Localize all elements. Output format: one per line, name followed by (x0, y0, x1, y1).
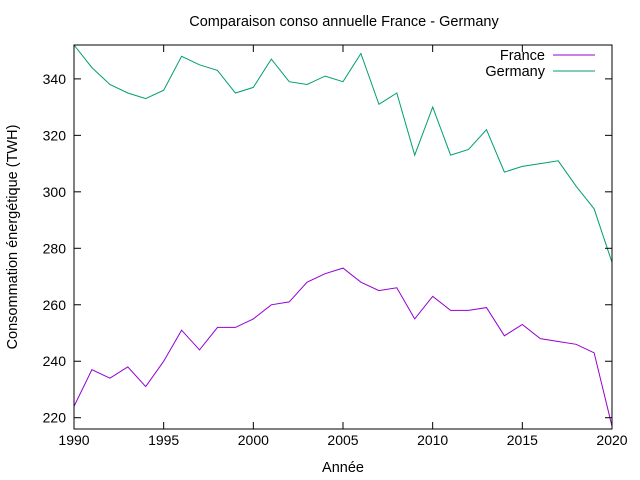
x-tick-label: 2000 (238, 432, 269, 448)
y-tick-label: 320 (43, 127, 67, 143)
y-axis-label: Consommation énergétique (TWH) (5, 125, 21, 350)
x-tick-label: 2005 (327, 432, 358, 448)
y-tick-label: 220 (43, 410, 67, 426)
legend-label-germany: Germany (485, 64, 545, 80)
x-axis-label: Année (322, 460, 364, 476)
legend-label-france: France (500, 48, 545, 64)
y-tick-label: 300 (43, 184, 67, 200)
y-tick-label: 260 (43, 297, 67, 313)
axis-ticks: 1990 1995 2000 2005 2010 2015 2020 220 240 260 280… (43, 45, 628, 448)
x-tick-label: 2020 (596, 432, 627, 448)
series-line-germany (73, 44, 613, 263)
x-tick-label: 1990 (58, 432, 89, 448)
x-tick-label: 1995 (148, 432, 179, 448)
y-tick-label: 340 (43, 71, 67, 87)
x-tick-label: 2015 (507, 432, 538, 448)
series-line-france (73, 267, 613, 427)
y-tick-label: 240 (43, 353, 67, 369)
x-tick-label: 2010 (417, 432, 448, 448)
plot-lines (73, 44, 613, 427)
chart-title: Comparaison conso annuelle France - Germ… (189, 14, 499, 30)
plot-frame (73, 44, 613, 430)
y-tick-label: 280 (43, 240, 67, 256)
